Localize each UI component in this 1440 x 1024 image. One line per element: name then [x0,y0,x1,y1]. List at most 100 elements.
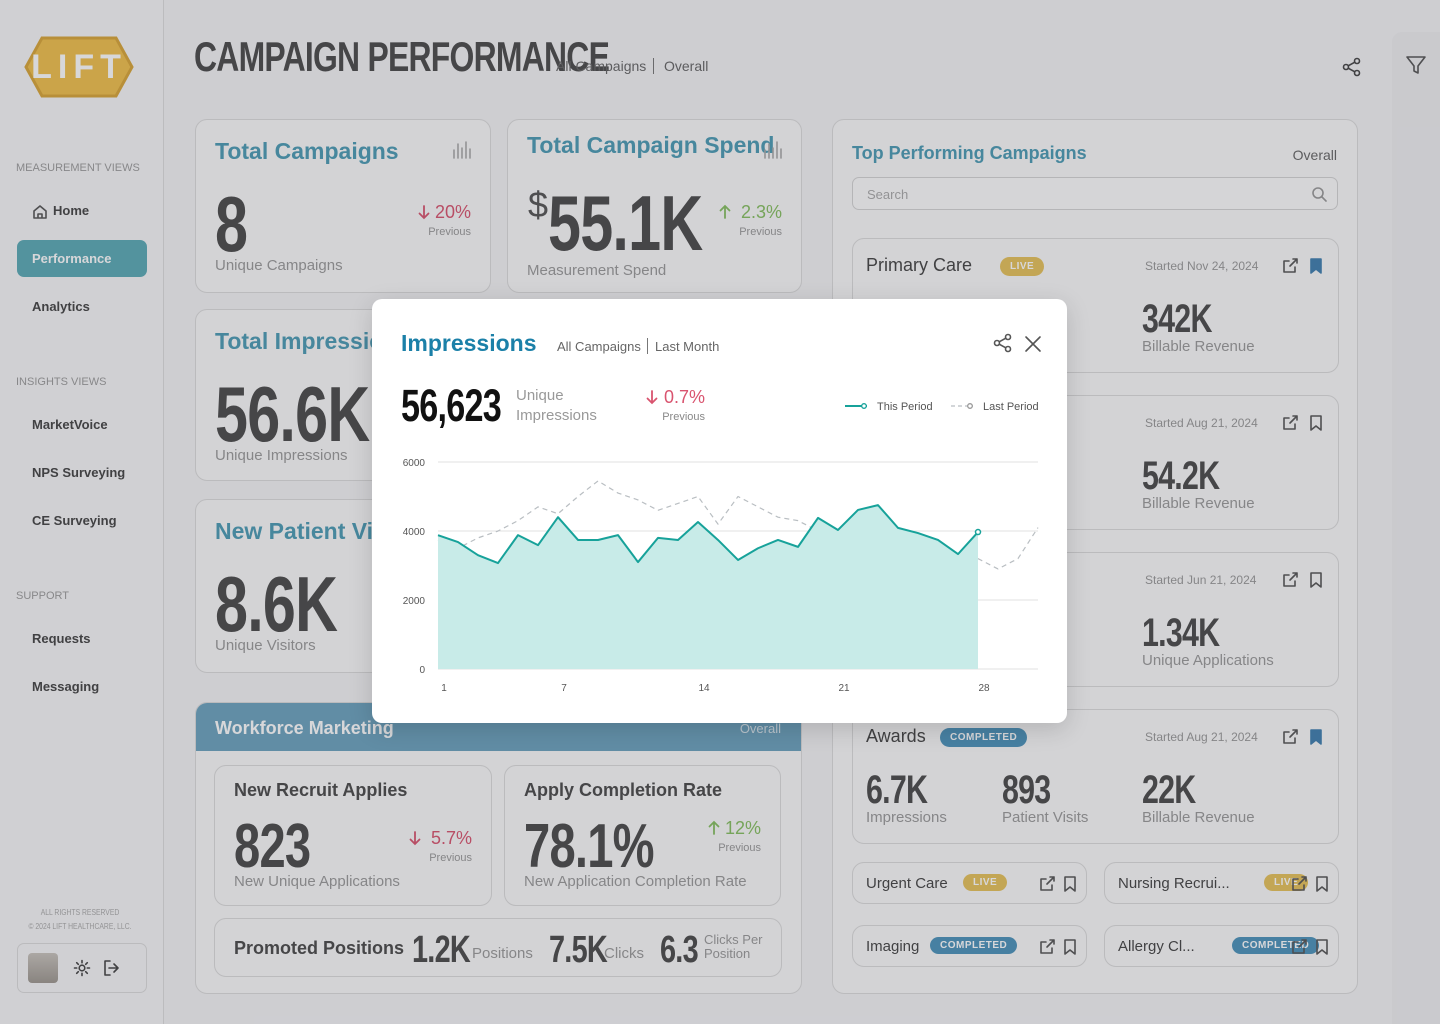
filter-icon[interactable] [1405,54,1427,76]
campaign-chip[interactable]: Urgent Care LIVE [852,862,1087,904]
kpi-caption: Unique Campaigns [215,257,343,274]
kpi-title: Total Campaigns [215,138,399,164]
campaign-chip[interactable]: Imaging COMPLETED [852,925,1087,967]
kpi-change-caption: Previous [428,226,471,238]
promoted-card: Promoted Positions 1.2K Positions 7.5K Click… [214,918,782,977]
section-title: INSIGHTS VIEWS [16,376,107,388]
campaign-name: Awards [866,726,926,746]
campaign-metric-value: 1.34K [1142,611,1220,655]
bookmark-icon[interactable] [1308,571,1324,589]
nav-item[interactable]: Performance [17,240,147,277]
open-icon[interactable] [1281,414,1299,432]
modal-filter[interactable]: Last Month [655,339,720,354]
workforce-panel: Workforce Marketing Overall New Recruit Ap… [195,702,802,994]
chart-icon [763,140,783,160]
panel-scope: Overall [1292,147,1337,163]
metric-change-caption: Previous [718,842,761,854]
nav-item[interactable]: NPS Surveying [17,454,147,491]
nav-item[interactable]: Messaging [17,668,147,705]
bookmark-icon[interactable] [1308,728,1324,746]
bookmark-icon[interactable] [1062,875,1078,893]
nav-item[interactable]: CE Surveying [17,502,147,539]
chip-name: Imaging [866,938,920,955]
area-fill [438,505,978,669]
modal-filter[interactable]: All Campaigns [557,339,641,354]
nav-label: CE Surveying [32,513,117,528]
filter-rail [1392,32,1440,1024]
kpi-value: 55.1K [548,179,703,267]
kpi-value: 56.6K [215,370,370,458]
share-icon[interactable] [993,333,1013,353]
promoted-label: Positions [472,945,533,962]
modal-change-caption: Previous [662,411,705,423]
metric-title: Apply Completion Rate [524,780,723,800]
chip-name: Nursing Recrui... [1118,875,1230,892]
open-icon[interactable] [1281,257,1299,275]
campaign-name: Primary Care [866,255,973,275]
settings-icon[interactable] [73,959,91,977]
open-icon[interactable] [1038,938,1056,956]
open-icon[interactable] [1290,875,1308,893]
page-title: CAMPAIGN PERFORMANCE [194,33,610,80]
promoted-label: Clicks Per Position [704,932,763,961]
logout-icon[interactable] [103,959,121,977]
metric-title: New Recruit Applies [234,780,408,800]
kpi-value: 8 [215,180,248,268]
nav-item[interactable]: Analytics [17,288,147,325]
logo: LIFT [24,36,134,98]
x-tick-label: 28 [978,683,990,694]
bookmark-icon[interactable] [1062,938,1078,956]
x-tick-label: 14 [698,683,710,694]
open-icon[interactable] [1290,938,1308,956]
nav-label: Home [53,203,90,218]
copyright: ALL RIGHTS RESERVED [40,908,120,917]
bookmark-icon[interactable] [1308,414,1324,432]
header-filter[interactable]: Overall [664,58,709,74]
bookmark-icon[interactable] [1308,257,1324,275]
metric-change: 12% [724,818,761,838]
legend-marker [967,403,973,409]
nav-label: NPS Surveying [32,465,126,480]
nav-item[interactable]: Requests [17,620,147,657]
metric-value: 78.1% [524,812,655,881]
kpi-prefix: $ [528,184,549,225]
campaign-metric-value: 342K [1142,297,1212,341]
change-arrow [708,820,720,836]
chip-name: Allergy Cl... [1118,938,1195,955]
campaign-chip[interactable]: Allergy Cl... COMPLETED [1104,925,1339,967]
change-arrow [646,389,658,405]
kpi-caption: Unique Visitors [215,637,316,654]
nav-item[interactable]: Home [17,192,147,229]
promoted-title: Promoted Positions [234,938,405,958]
status-badge: COMPLETED [930,937,1018,954]
status-badge: COMPLETED [940,728,1028,747]
impressions-chart: 0 2000 4000 6000 1 7 14 21 28 This Period Last Per… [403,401,1039,694]
nav-item[interactable]: MarketVoice [17,406,147,443]
open-icon[interactable] [1281,728,1299,746]
filter-separator [647,338,648,354]
campaign-card[interactable]: Awards COMPLETED Started Aug 21, 2024 6.7K I… [852,709,1339,844]
metric-change: 5.7% [430,828,472,848]
kpi-change-caption: Previous [739,226,782,238]
share-icon[interactable] [1342,57,1362,77]
campaign-chip[interactable]: Nursing Recrui... LIVE [1104,862,1339,904]
metric-caption: New Application Completion Rate [524,873,747,890]
chip-name: Urgent Care [866,875,948,892]
bookmark-icon[interactable] [1314,938,1330,956]
status-badge: LIVE [1000,257,1045,276]
user-box [17,943,147,993]
end-point [974,528,982,536]
legend-label: Last Period [983,401,1039,413]
kpi-value: 8.6K [215,560,338,648]
search-input[interactable]: Search [852,177,1338,210]
campaign-metric-label: Unique Applications [1142,652,1274,669]
open-icon[interactable] [1281,571,1299,589]
avatar[interactable] [28,953,58,983]
header-filter[interactable]: All Campaigns [556,58,647,74]
start-date: Started Aug 21, 2024 [1145,730,1258,744]
bookmark-icon[interactable] [1314,875,1330,893]
series-line [437,504,979,565]
open-icon[interactable] [1038,875,1056,893]
close-icon[interactable] [1023,334,1043,354]
campaign-metric-label: Billable Revenue [1142,495,1255,512]
